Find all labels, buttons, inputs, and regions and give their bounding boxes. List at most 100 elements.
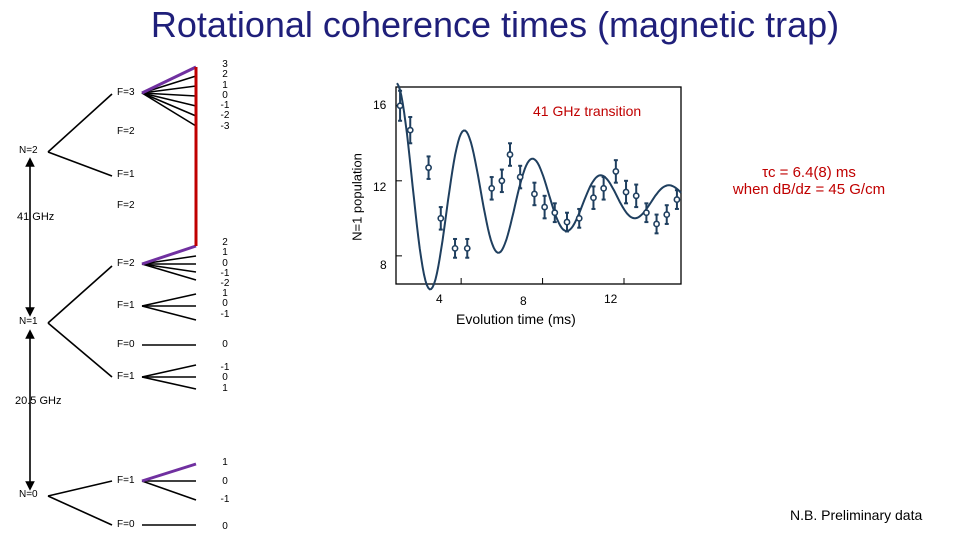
n1-f0-label: F=0: [117, 339, 135, 350]
chart-frame: [395, 86, 682, 285]
n0-f1-label: F=1: [117, 475, 135, 486]
preliminary-note: N.B. Preliminary data: [790, 507, 923, 523]
n1-f1-label: F=1: [117, 300, 135, 311]
mf-n2-f3: 3 2 1 0 -1 -2 -3: [220, 59, 230, 132]
point-marker: [425, 164, 432, 172]
data-point: [463, 237, 471, 259]
mf-n0-f1-0: 0: [222, 476, 228, 487]
point-marker: [541, 203, 549, 211]
point-marker: [673, 196, 681, 203]
point-marker: [663, 211, 671, 218]
fan-n1-f2: [141, 255, 197, 281]
data-point: [600, 176, 608, 201]
tau-value: τc = 6.4(8) ms: [762, 164, 856, 181]
branch-n0-f0: [47, 495, 113, 526]
y-axis-label: N=1 population: [349, 153, 365, 241]
point-marker: [531, 190, 538, 198]
mf-n1-f2: 2 1 0 -1 -2: [220, 237, 230, 290]
branch-n1-f2: [47, 265, 113, 324]
point-marker: [575, 214, 583, 222]
highlight-n2-f3-top: [141, 65, 197, 95]
ytick-12: 12: [373, 180, 387, 194]
n2-label: N=2: [19, 145, 38, 156]
data-point: [488, 176, 496, 201]
point-marker: [506, 151, 514, 158]
n2-f3-label: F=3: [117, 87, 135, 98]
ytick-8: 8: [380, 258, 387, 272]
point-marker: [396, 102, 404, 110]
coherence-annotation: τc = 6.4(8) ms when dB/dz = 45 G/cm: [704, 164, 914, 198]
n1-f2-label: F=2: [117, 258, 135, 269]
data-point: [516, 164, 524, 190]
data-point: [531, 181, 538, 207]
point-marker: [498, 177, 506, 185]
chart-title: 41 GHz transition: [533, 103, 642, 119]
n2-f2-label: F=2: [117, 126, 135, 137]
page-title: Rotational coherence times (magnetic tra…: [150, 4, 840, 45]
fan-n1-f1b: [141, 364, 197, 390]
data-point: [551, 202, 559, 224]
data-point: [541, 194, 549, 220]
mf-n0-f1-m1: -1: [220, 494, 230, 505]
data-point: [622, 179, 630, 205]
data-point: [642, 202, 650, 224]
data-point: [673, 189, 681, 210]
fit-curve: [396, 82, 682, 291]
point-marker: [622, 188, 630, 196]
data-point: [437, 206, 445, 231]
data-point: [653, 213, 660, 235]
gradient-condition: when dB/dz = 45 G/cm: [732, 181, 886, 198]
data-point: [632, 183, 640, 209]
fan-n1-f1: [141, 293, 197, 321]
point-marker: [590, 194, 597, 202]
point-marker: [563, 218, 571, 226]
point-marker: [451, 244, 459, 252]
data-point: [451, 237, 459, 259]
highlight-n0-f1-top: [141, 462, 197, 483]
point-marker: [516, 173, 524, 181]
point-marker: [463, 244, 471, 252]
branch-n0-f1: [47, 480, 113, 497]
point-marker: [437, 214, 445, 222]
xtick-12: 12: [604, 292, 618, 306]
mf-n1-f1: 1 0 -1: [220, 288, 230, 320]
gap-41ghz-label: 41 GHz: [17, 211, 55, 223]
x-axis-label: Evolution time (ms): [456, 311, 576, 327]
point-marker: [551, 209, 559, 217]
point-marker: [653, 220, 660, 228]
xtick-4: 4: [436, 292, 443, 306]
n2-f1-label: F=1: [117, 169, 135, 180]
branch-n2-f3: [47, 93, 113, 153]
ytick-16: 16: [373, 98, 387, 112]
n1-f1b-label: F=1: [117, 371, 135, 382]
branch-n1-f1: [47, 322, 113, 378]
mf-n0-f1-1: 1: [222, 457, 228, 468]
data-point: [396, 89, 404, 122]
data-point: [506, 142, 514, 167]
data-point: [563, 211, 571, 233]
mf-n0-f0: 0: [222, 521, 228, 532]
n1-label: N=1: [19, 316, 38, 327]
point-marker: [632, 192, 640, 200]
data-point: [590, 185, 597, 210]
fan-n0-f1: [141, 480, 197, 501]
data-point: [612, 159, 620, 184]
point-marker: [406, 126, 414, 134]
data-point: [406, 116, 414, 145]
point-marker: [488, 184, 496, 192]
data-point: [575, 207, 583, 229]
n2-f2b-label: F=2: [117, 200, 135, 211]
xtick-8: 8: [520, 294, 527, 308]
data-point: [663, 204, 671, 225]
energy-level-diagram: [25, 65, 198, 526]
mf-n1-f1b: -1 0 1: [220, 362, 230, 394]
gap-20-5ghz-label: 20.5 GHz: [15, 395, 62, 407]
point-marker: [642, 209, 650, 217]
n0-label: N=0: [19, 489, 38, 500]
data-point: [425, 155, 432, 180]
n0-f0-label: F=0: [117, 519, 135, 530]
point-marker: [600, 184, 608, 192]
data-point: [498, 168, 506, 194]
mf-n1-f0: 0: [222, 339, 228, 350]
